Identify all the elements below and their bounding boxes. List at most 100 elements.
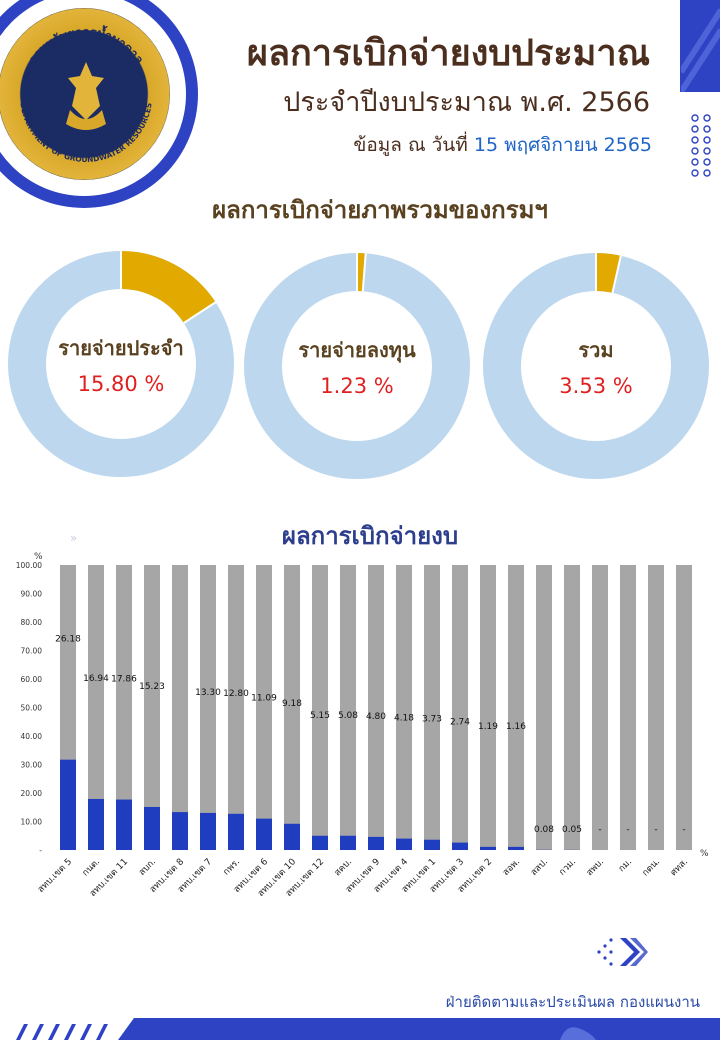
bar [284,823,300,850]
donut-1 [244,253,470,479]
bar-track [88,565,104,850]
dots-decoration [691,114,711,177]
data-label: - [598,825,601,835]
data-label: 4.80 [366,712,386,722]
bar-track [200,565,216,850]
corner-stripes [681,8,720,92]
x-tick-label: สบก. [137,857,158,878]
donut-0 [8,251,234,477]
bar-track [256,565,272,850]
data-label: 16.94 [83,674,109,684]
bar-track [676,565,692,850]
y-tick-label: 40.00 [21,732,43,741]
y-tick-label: 50.00 [21,704,43,713]
y-tick-label: 10.00 [21,818,43,827]
x-tick-label: สพบ. [585,857,606,878]
data-label: 13.30 [195,688,221,698]
bar-track [368,565,384,850]
footer-band [16,1018,720,1040]
bar [508,846,524,850]
x-axis-unit: % [700,849,709,859]
logo-emblem: กรมทรัพยากรน้ำบาดาล DEPARTMENT OF GROUND… [18,23,153,164]
y-tick-label: 90.00 [21,590,43,599]
bar-track [116,565,132,850]
x-tick-label: กนต. [81,857,102,878]
x-tick-label: สสป. [529,857,550,878]
y-tick-label: 70.00 [21,647,43,656]
bar [340,835,356,850]
bar-chart: %% - 10.00 20.00 30.00 40.00 50.00 60.00 70.00 80… [16,552,709,899]
y-tick-label: 100.00 [16,561,42,570]
donut-label: รายจ่ายประจำ [58,336,184,360]
x-tick-label: สคบ. [333,857,354,878]
bar-track [312,565,328,850]
data-label: 3.73 [422,715,442,725]
chart-title: ผลการเบิกจ่ายงบ [281,522,459,550]
data-label: 26.18 [55,635,81,645]
donut-label: รายจ่ายลงทุน [298,338,416,362]
bar-track [508,565,524,850]
donut-segment [595,253,621,293]
bar [60,759,76,850]
bar [452,842,468,850]
bar [144,806,160,850]
bar [424,839,440,850]
bar-track [536,565,552,850]
bar-track [620,565,636,850]
donut-2 [483,253,709,479]
data-label: 1.16 [506,722,526,732]
data-label: - [626,825,629,835]
bar [200,812,216,850]
bar [88,798,104,850]
donut-percent: 3.53 % [559,374,633,398]
bar-track [172,565,188,850]
bar-track [396,565,412,850]
data-label: - [654,825,657,835]
bar-track [228,565,244,850]
data-label: 17.86 [111,675,137,685]
x-tick-label: ศทส. [669,857,690,878]
bar-track [480,565,496,850]
bar-track [340,565,356,850]
donut-track [483,253,709,479]
bar [480,846,496,850]
chevron-icon: » [70,531,78,545]
y-tick-label: - [39,846,42,855]
donut-segment [120,251,216,324]
x-tick-label: สอพ. [501,857,522,878]
bar-track [424,565,440,850]
x-tick-label: กวม. [557,857,578,878]
data-label: 0.08 [534,825,554,835]
y-tick-label: 60.00 [21,675,43,684]
bar [172,812,188,850]
y-axis-unit: % [34,552,43,562]
y-tick-label: 80.00 [21,618,43,627]
date-prefix: ข้อมูล ณ วันที่ [353,134,468,156]
data-label: 4.18 [394,714,414,724]
donut-track [244,253,470,479]
data-label: 11.09 [251,694,277,704]
data-date: ข้อมูล ณ วันที่ 15 พฤศจิกายน 2565 [280,130,652,160]
bar [396,838,412,850]
donut-percent: 1.23 % [320,374,394,398]
overview-heading: ผลการเบิกจ่ายภาพรวมของกรมฯ [212,196,548,224]
y-tick-label: 30.00 [21,761,43,770]
data-label: 12.80 [223,689,249,699]
data-label: 5.08 [338,711,358,721]
data-label: - [682,825,685,835]
x-tick-label: กพร. [222,857,243,878]
footer-credit: ฝ่ายติดตามและประเมินผล กองแผนงาน [445,993,700,1011]
donut-label: รวม [578,338,614,362]
x-tick-label: กตน. [641,857,662,878]
bar-track [144,565,160,850]
donut-percent: 15.80 % [77,372,165,396]
x-tick-label: สทบ.เขต 5 [36,857,74,895]
bar [116,799,132,850]
data-label: 0.05 [562,825,582,835]
data-label: 1.19 [478,722,498,732]
data-label: 5.15 [310,711,330,721]
date-value: 15 พฤศจิกายน 2565 [473,134,652,156]
bar [256,818,272,850]
bar-track [648,565,664,850]
forward-arrow-icon [597,938,648,966]
